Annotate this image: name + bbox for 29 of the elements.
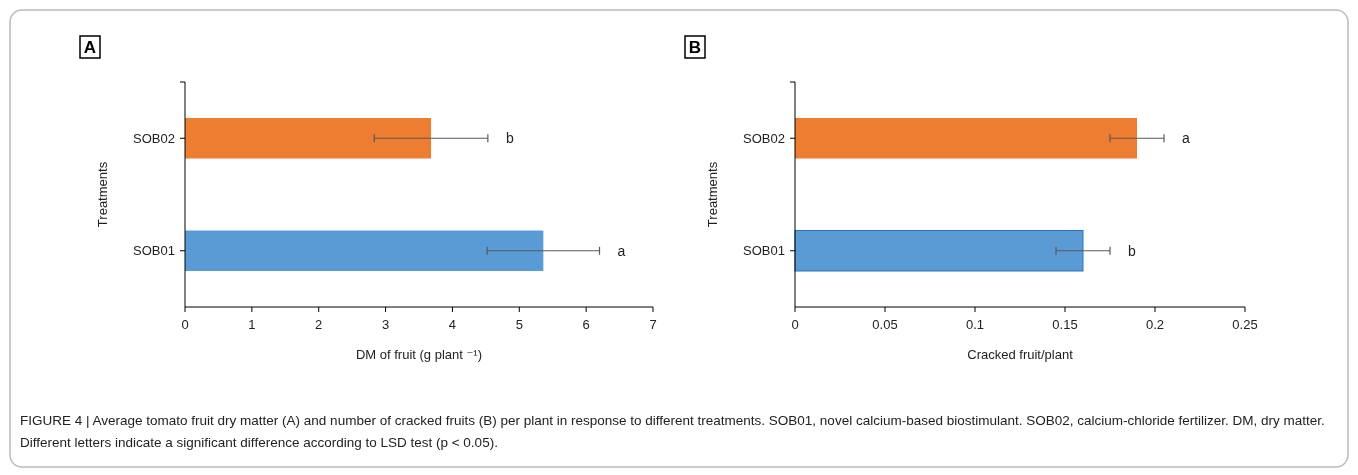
y-axis-title: Treatments: [705, 161, 720, 228]
x-tick-label: 5: [515, 317, 523, 332]
x-tick-label: 2: [315, 317, 323, 332]
x-tick-label: 0.25: [1232, 317, 1258, 332]
annotation: b: [505, 130, 514, 147]
y-tick-label: SOB01: [743, 243, 785, 259]
x-tick-label: 6: [582, 317, 590, 332]
x-tick-label: 0: [181, 317, 189, 332]
annotation: b: [1128, 242, 1137, 259]
annotation: a: [617, 242, 626, 259]
x-tick-label: 0.05: [872, 317, 898, 332]
x-tick-label: 0.2: [1145, 317, 1165, 332]
chart-title: B: [688, 38, 702, 57]
y-tick-label: SOB02: [133, 130, 175, 146]
chart-title: A: [83, 38, 97, 57]
x-tick-label: 3: [381, 317, 390, 332]
x-tick-label: 0.15: [1052, 317, 1078, 332]
annotation: a: [1182, 130, 1191, 147]
x-tick-label: 4: [448, 317, 457, 332]
x-tick-label: 1: [248, 317, 256, 332]
x-tick-label: 0.1: [965, 317, 985, 332]
y-axis-title: Treatments: [95, 161, 110, 228]
x-axis-title: DM of fruit (g plant ⁻¹): [355, 347, 483, 362]
caption: FIGURE 4 | Average tomato fruit dry matter (A) and number of cracked fruits (B) per plant in response to different treatments. SOB01, novel calcium-based biostimulant. SOB02, calcium-chloride fertilizer. DM, dry matter. Different letters indicate a significant difference according to LSD test (p < 0.05).: [20, 412, 1326, 452]
x-tick-label: 0: [791, 317, 799, 332]
y-tick-label: SOB02: [743, 130, 785, 146]
x-tick-label: 7: [649, 317, 657, 332]
y-tick-label: SOB01: [133, 243, 175, 259]
x-axis-title: Cracked fruit/plant: [967, 347, 1074, 362]
